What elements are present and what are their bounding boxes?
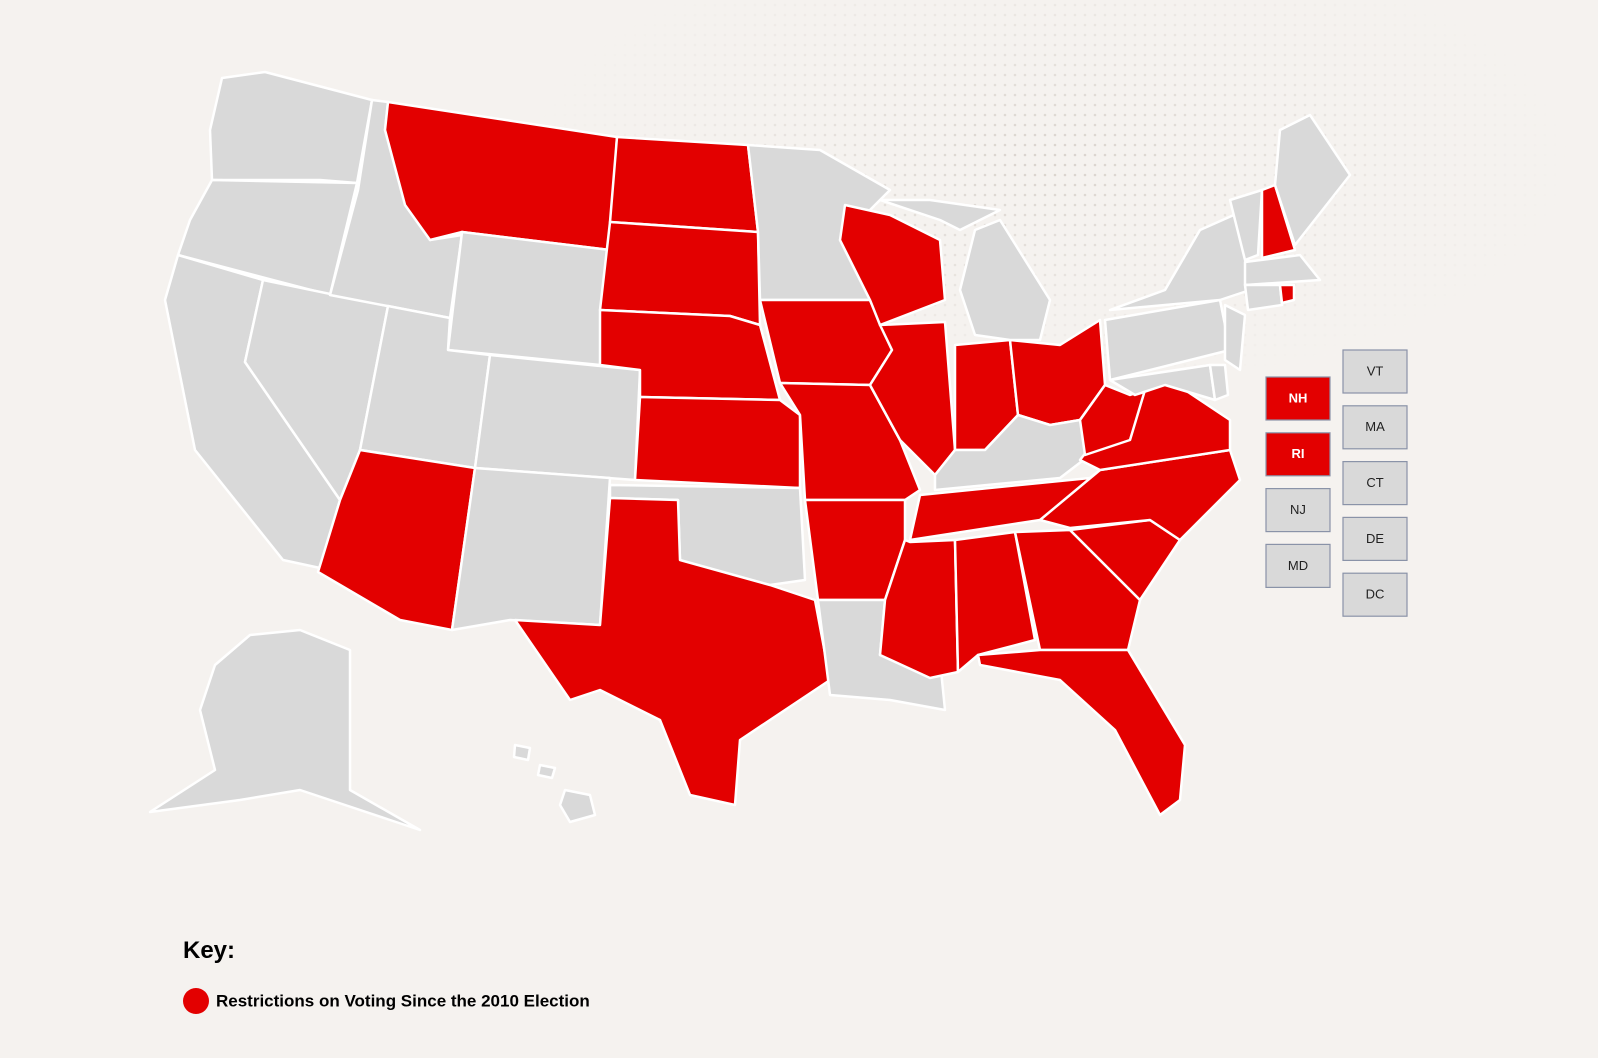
state (446, 230, 612, 367)
state (512, 743, 532, 762)
state (1228, 188, 1264, 262)
state (558, 788, 597, 824)
state (176, 178, 359, 297)
state-box-label: MD (1288, 558, 1308, 573)
key: Key: Restrictions on Voting Since the 20… (183, 937, 590, 1014)
state (838, 203, 947, 327)
state (1243, 253, 1322, 287)
state (1013, 528, 1142, 652)
state (758, 298, 894, 387)
key-label: Restrictions on Voting Since the 2010 El… (216, 991, 590, 1010)
small-state-boxes: NH RI NJ MD VT MA CT DE DC (1265, 349, 1408, 617)
state-box-label: VT (1367, 363, 1384, 378)
key-title: Key: (183, 937, 235, 964)
state-box (1265, 432, 1331, 477)
state (1223, 303, 1247, 372)
state (958, 218, 1052, 342)
state (608, 135, 760, 234)
state (450, 466, 612, 632)
state (473, 353, 642, 482)
state-box (1342, 572, 1408, 617)
state-box-label: MA (1365, 419, 1385, 434)
state-box-label: NH (1289, 390, 1308, 405)
state-box (1342, 405, 1408, 450)
state-box (1265, 488, 1331, 533)
state (878, 198, 1002, 232)
state (1278, 283, 1296, 305)
state-box (1265, 543, 1331, 589)
state (1108, 363, 1217, 402)
state-box (1265, 376, 1331, 421)
state (536, 763, 557, 780)
state-box (1342, 516, 1408, 562)
state (633, 395, 802, 490)
key-swatch (183, 988, 209, 1014)
state-box-label: DE (1366, 531, 1384, 546)
state (868, 320, 957, 477)
state (513, 496, 832, 807)
state (1208, 363, 1230, 402)
state-box-label: DC (1366, 587, 1385, 602)
state (933, 413, 1092, 492)
state (1243, 283, 1284, 312)
state (148, 628, 422, 832)
state-box-label: RI (1292, 446, 1305, 461)
state (976, 648, 1187, 817)
states (148, 70, 1352, 832)
state-box-label: CT (1366, 475, 1383, 490)
state (1260, 183, 1297, 260)
state-box-label: NJ (1290, 502, 1306, 517)
state-box (1342, 349, 1408, 394)
state (598, 220, 762, 327)
state (953, 530, 1037, 674)
state (1273, 113, 1352, 247)
state-box (1342, 461, 1408, 506)
